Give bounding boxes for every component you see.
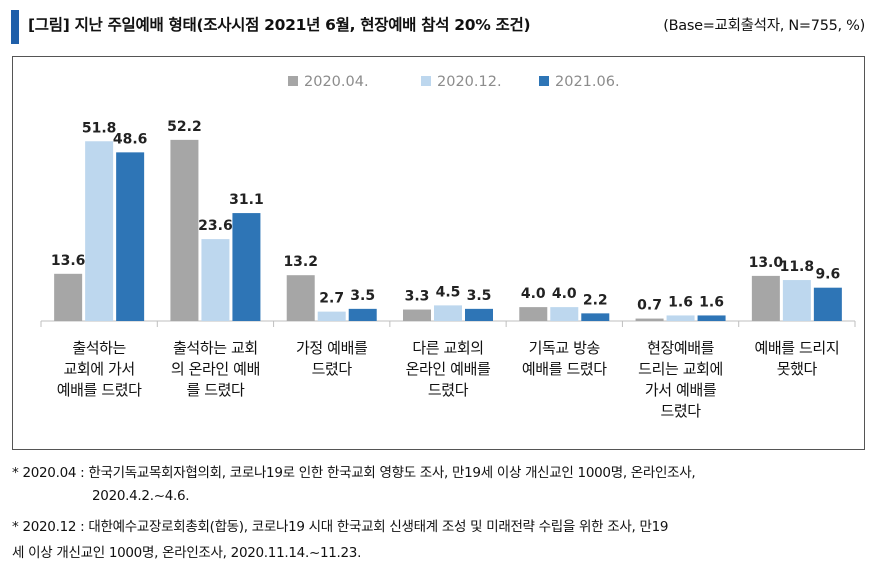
data-label: 13.2 (283, 254, 318, 270)
data-label: 3.3 (405, 289, 430, 305)
bar (116, 152, 145, 321)
data-label: 0.7 (637, 298, 662, 314)
bar (751, 275, 780, 321)
bar (465, 308, 493, 321)
bar (635, 318, 664, 321)
footnote-line-3: * 2020.12 : 대한예수교장로회총회(합동), 코로나19 시대 한국교… (12, 519, 669, 535)
data-label: 4.0 (552, 286, 577, 302)
data-label: 3.5 (350, 288, 375, 304)
data-label: 3.5 (467, 288, 492, 304)
x-tick-label: 못했다 (777, 360, 818, 378)
bar (666, 315, 695, 321)
data-label: 31.1 (229, 192, 264, 208)
x-tick-label: 의 온라인 예배 (171, 360, 260, 378)
data-label: 2.2 (583, 292, 608, 308)
bar (403, 309, 431, 321)
chart-frame: 2020.04. 2020.12. 2021.06. 13.6 51.8 48.6 출석하는… (12, 56, 865, 450)
data-label: 48.6 (113, 131, 148, 147)
bar (201, 239, 230, 321)
data-label: 1.6 (668, 294, 693, 310)
bar (348, 308, 377, 321)
bar (170, 139, 199, 321)
x-tick-label: 예배를 드렸다 (57, 381, 142, 399)
legend-swatch (421, 76, 431, 86)
footnote-line-1: * 2020.04 : 한국기독교목회자협의회, 코로나19로 인한 한국교회 … (12, 465, 696, 481)
data-label: 23.6 (198, 218, 233, 234)
bar (54, 273, 83, 321)
data-label: 9.6 (815, 267, 840, 283)
data-label: 51.8 (82, 120, 117, 136)
x-tick-label: 가정 예배를 (296, 339, 368, 357)
legend-label: 2021.06. (555, 74, 620, 90)
x-tick-label: 가서 예배를 (645, 381, 717, 399)
x-tick-label: 드렸다 (660, 402, 701, 420)
bar (782, 280, 811, 321)
x-tick-label: 를 드렸다 (186, 381, 245, 399)
bar (434, 305, 462, 321)
bar (85, 141, 114, 321)
x-tick-label: 드리는 교회에 (638, 360, 723, 378)
x-tick-label: 출석하는 (72, 339, 126, 357)
x-tick-label: 온라인 예배를 (406, 360, 491, 378)
header-accent-bar (11, 10, 19, 44)
data-label: 4.0 (521, 286, 546, 302)
footnote-line-4: 세 이상 개신교인 1000명, 온라인조사, 2020.11.14.~11.2… (12, 545, 362, 561)
data-label: 1.6 (699, 294, 724, 310)
data-label: 4.5 (436, 284, 461, 300)
bar (697, 315, 726, 321)
data-label: 52.2 (167, 119, 202, 135)
legend-label: 2020.04. (304, 74, 369, 90)
footnote-line-2: 2020.4.2.~4.6. (92, 488, 190, 504)
data-label: 11.8 (780, 259, 815, 275)
bar (581, 313, 610, 321)
x-tick-label: 기독교 방송 (529, 339, 600, 357)
bar (317, 311, 346, 321)
bar (232, 213, 261, 321)
bar (286, 275, 315, 321)
bar-chart: 2020.04. 2020.12. 2021.06. 13.6 51.848.6 출석하는… (40, 74, 856, 420)
bar (519, 307, 548, 321)
x-tick-label: 출석하는 교회 (173, 339, 258, 357)
x-tick-label: 다른 교회의 (412, 339, 483, 357)
data-label: 13.0 (749, 255, 784, 271)
x-tick-label: 예배를 드리지 (754, 339, 839, 357)
legend-swatch (288, 76, 298, 86)
base-info: (Base=교회출석자, N=755, %) (663, 18, 865, 34)
x-tick-label: 예배를 드렸다 (522, 360, 607, 378)
data-label: 13.6 (51, 253, 86, 269)
bar (550, 307, 579, 321)
x-tick-label: 드렸다 (312, 360, 353, 378)
x-tick-label: 교회에 가서 (63, 360, 134, 378)
legend-swatch (539, 76, 549, 86)
legend-label: 2020.12. (437, 74, 502, 90)
x-tick-label: 드렸다 (428, 381, 469, 399)
data-label: 2.7 (319, 291, 344, 307)
figure-title: [그림] 지난 주일예배 형태(조사시점 2021년 6월, 현장예배 참석 2… (28, 16, 531, 34)
x-tick-label: 현장예배를 (647, 339, 715, 357)
bar (813, 287, 842, 321)
